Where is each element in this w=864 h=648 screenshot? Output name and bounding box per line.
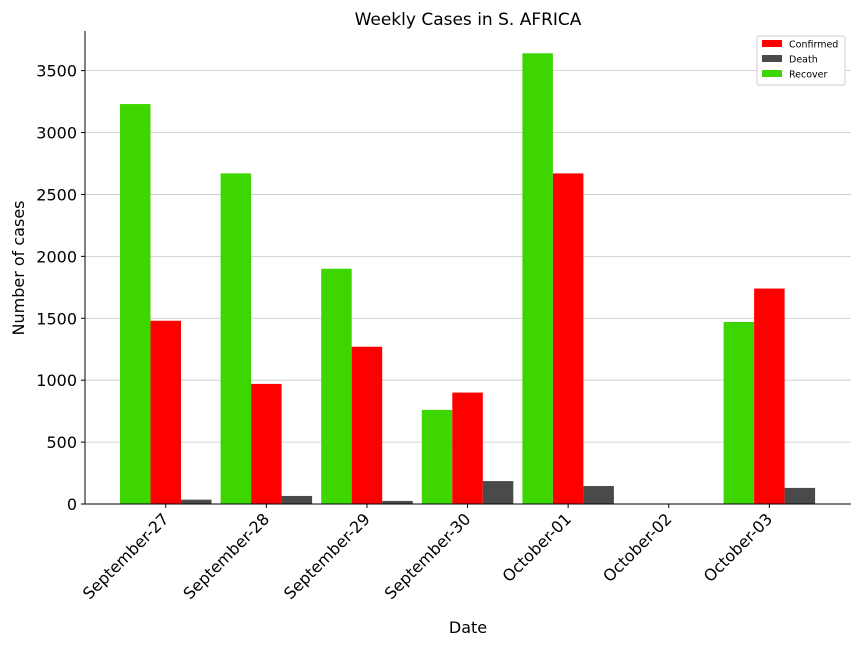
x-tick-label: September-28 (179, 509, 273, 603)
bar-recover-october-01 (522, 53, 553, 504)
y-tick-label: 500 (46, 433, 77, 452)
legend-label-recover: Recover (789, 70, 828, 81)
x-tick-label: September-27 (79, 509, 173, 603)
bar-confirmed-september-29 (351, 346, 383, 504)
legend: Confirmed Death Recover (756, 35, 846, 86)
legend-swatch-death (762, 55, 782, 62)
grid-layer (85, 70, 851, 443)
legend-label-confirmed: Confirmed (789, 40, 838, 51)
bar-recover-october-03 (723, 321, 755, 504)
y-tick-label: 3500 (36, 62, 77, 81)
bar-recover-september-28 (220, 173, 252, 504)
bars-layer (120, 53, 816, 504)
legend-swatch-recover (762, 70, 782, 77)
y-ticks: 0 500 1000 1500 2000 2500 3000 3500 (36, 62, 85, 514)
legend-swatch-confirmed (762, 40, 782, 47)
bar-confirmed-september-28 (251, 383, 282, 504)
x-tick-label: October-03 (700, 509, 776, 585)
bar-confirmed-october-01 (552, 173, 584, 504)
bar-death-september-27 (181, 499, 212, 504)
x-tick-label: September-30 (381, 509, 475, 603)
x-tick-label: September-29 (280, 509, 374, 603)
y-tick-label: 2500 (36, 185, 77, 204)
chart-title: Weekly Cases in S. AFRICA (355, 10, 582, 30)
y-tick-label: 3000 (36, 124, 77, 143)
bar-death-september-30 (482, 481, 514, 504)
y-tick-label: 1000 (36, 371, 77, 390)
bar-confirmed-september-30 (452, 392, 483, 504)
bar-confirmed-september-27 (150, 320, 181, 504)
bar-recover-september-27 (120, 104, 151, 504)
bar-death-october-01 (583, 486, 614, 504)
y-tick-label: 0 (67, 495, 77, 514)
x-axis-label: Date (449, 618, 487, 637)
bar-death-october-03 (784, 487, 816, 504)
x-ticks: September-27 September-28 September-29 Sept… (79, 504, 776, 603)
x-tick-label: October-02 (599, 509, 675, 585)
x-tick-label: October-01 (499, 509, 575, 585)
bar-recover-september-30 (421, 409, 453, 504)
bar-death-september-29 (382, 500, 413, 504)
legend-label-death: Death (789, 55, 818, 66)
y-tick-label: 1500 (36, 309, 77, 328)
y-axis-label: Number of cases (9, 201, 28, 336)
bar-recover-september-29 (321, 268, 352, 504)
bar-confirmed-october-03 (754, 288, 785, 504)
bar-death-september-28 (281, 495, 313, 504)
y-tick-label: 2000 (36, 247, 77, 266)
